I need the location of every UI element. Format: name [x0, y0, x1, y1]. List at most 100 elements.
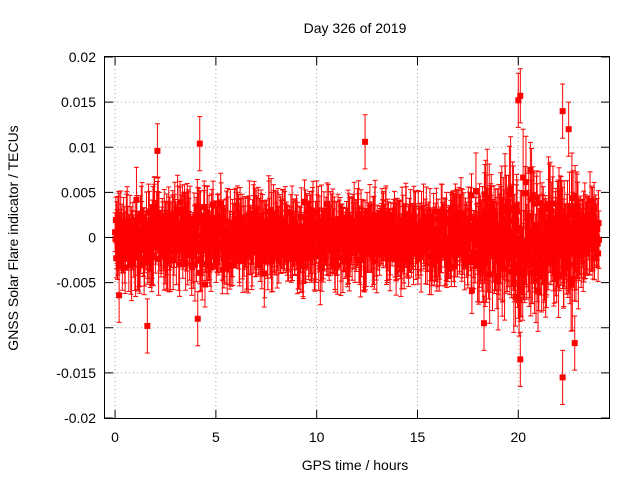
- data-point: [287, 245, 294, 252]
- data-point: [485, 246, 492, 253]
- x-tick-label: 15: [410, 429, 426, 445]
- data-point: [251, 217, 258, 224]
- data-point: [154, 147, 161, 154]
- data-point: [526, 237, 533, 244]
- data-point: [128, 261, 135, 268]
- data-point: [208, 264, 215, 271]
- chart-title: Day 326 of 2019: [304, 20, 407, 36]
- data-point: [512, 293, 519, 300]
- data-point: [184, 247, 191, 254]
- y-tick-label: -0.005: [56, 275, 96, 291]
- data-point: [345, 222, 352, 229]
- data-point: [543, 258, 550, 265]
- data-point: [549, 200, 556, 207]
- data-point: [467, 222, 474, 229]
- data-point: [472, 257, 479, 264]
- data-point: [218, 200, 225, 207]
- data-point: [316, 217, 323, 224]
- data-point: [314, 210, 321, 217]
- data-point: [303, 208, 310, 215]
- data-point: [510, 204, 517, 211]
- data-point: [515, 97, 522, 104]
- x-tick-label: 5: [212, 429, 220, 445]
- data-point: [555, 206, 562, 213]
- data-point: [201, 212, 208, 219]
- y-axis-title: GNSS Solar Flare indicator / TECUs: [5, 125, 21, 350]
- data-point: [516, 297, 523, 304]
- data-series: [112, 68, 602, 405]
- data-point: [529, 191, 536, 198]
- data-point: [468, 287, 475, 294]
- data-point: [521, 269, 528, 276]
- data-point: [481, 225, 488, 232]
- data-point: [472, 188, 479, 195]
- data-point: [512, 242, 519, 249]
- data-point: [261, 258, 268, 265]
- data-point: [540, 216, 547, 223]
- data-point: [362, 138, 369, 145]
- data-point: [517, 356, 524, 363]
- data-point: [486, 271, 493, 278]
- data-point: [150, 254, 157, 261]
- data-point: [155, 256, 162, 263]
- data-point: [318, 263, 325, 270]
- data-point: [433, 208, 440, 215]
- data-point: [468, 259, 475, 266]
- data-point: [334, 262, 341, 269]
- data-point: [301, 199, 308, 206]
- data-point: [195, 233, 202, 240]
- data-point: [506, 191, 513, 198]
- data-point: [480, 260, 487, 267]
- data-point: [144, 322, 151, 329]
- data-point: [197, 269, 204, 276]
- data-point: [182, 260, 189, 267]
- axis-ticks: -0.02 -0.015 -0.01 -0.005 0 0.005 0.01 0.015 0.0…: [56, 49, 609, 445]
- data-point: [452, 210, 459, 217]
- data-point: [197, 216, 204, 223]
- data-point: [267, 240, 274, 247]
- data-point: [351, 250, 358, 257]
- data-point: [169, 215, 176, 222]
- data-point: [116, 292, 123, 299]
- data-point: [465, 253, 472, 260]
- data-point: [371, 258, 378, 265]
- data-point: [501, 265, 508, 272]
- data-point: [514, 270, 521, 277]
- x-tick-label: 10: [309, 429, 325, 445]
- y-tick-label: 0.01: [69, 139, 96, 155]
- data-point: [486, 194, 493, 201]
- data-point: [268, 207, 275, 214]
- data-point: [566, 211, 573, 218]
- data-point: [535, 288, 542, 295]
- data-point: [279, 218, 286, 225]
- data-point: [451, 263, 458, 270]
- data-point: [176, 261, 183, 268]
- data-point: [516, 288, 523, 295]
- data-point: [196, 140, 203, 147]
- data-point: [443, 216, 450, 223]
- data-point: [335, 216, 342, 223]
- data-point: [507, 185, 514, 192]
- data-point: [220, 217, 227, 224]
- data-point: [591, 205, 598, 212]
- data-point: [226, 229, 233, 236]
- y-tick-label: -0.02: [64, 410, 96, 426]
- data-point: [363, 231, 370, 238]
- data-point: [568, 195, 575, 202]
- data-point: [122, 264, 129, 271]
- data-point: [565, 126, 572, 133]
- data-point: [407, 218, 414, 225]
- data-point: [239, 258, 246, 265]
- data-point: [201, 281, 208, 288]
- data-point: [168, 238, 175, 245]
- data-point: [481, 320, 488, 327]
- data-point: [289, 215, 296, 222]
- data-point: [438, 249, 445, 256]
- x-tick-label: 0: [111, 429, 119, 445]
- data-point: [559, 108, 566, 115]
- data-point: [330, 231, 337, 238]
- data-point: [324, 200, 331, 207]
- data-point: [571, 340, 578, 347]
- data-point: [453, 224, 460, 231]
